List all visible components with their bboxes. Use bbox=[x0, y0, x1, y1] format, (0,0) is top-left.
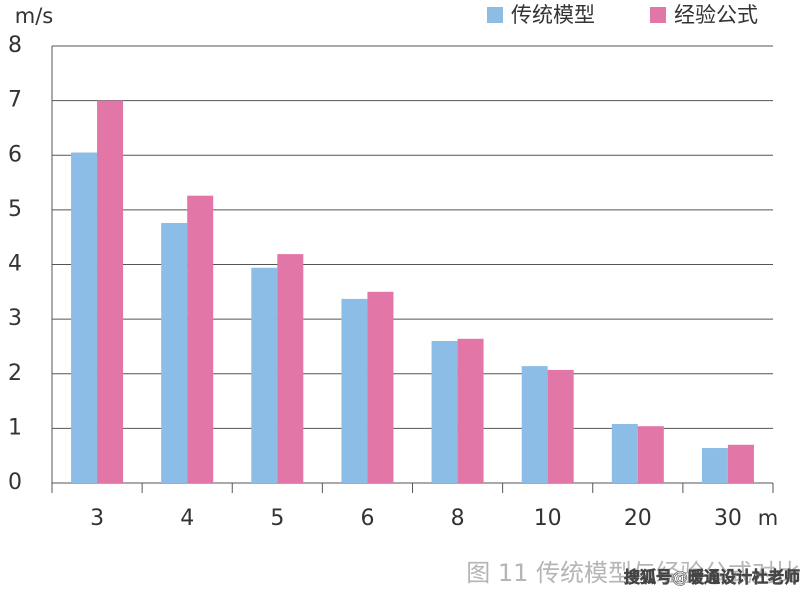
bar bbox=[187, 195, 214, 484]
watermark: 搜狐号@暖通设计杜老师 bbox=[624, 568, 800, 587]
y-axis-label: m/s bbox=[15, 4, 53, 28]
x-tick-label: 8 bbox=[451, 506, 465, 531]
bar bbox=[431, 340, 458, 483]
bar bbox=[611, 424, 638, 483]
caption: 图 11 传统模型与经验公式对比 bbox=[466, 559, 800, 587]
bar bbox=[457, 338, 484, 483]
x-tick-label: 5 bbox=[270, 506, 284, 531]
x-tick-label: 6 bbox=[360, 506, 374, 531]
y-tick-label: 1 bbox=[8, 415, 22, 440]
y-tick-label: 5 bbox=[8, 197, 22, 222]
bar bbox=[367, 291, 394, 483]
bar bbox=[341, 298, 368, 483]
legend-swatch bbox=[650, 7, 666, 23]
y-tick-label: 0 bbox=[8, 470, 22, 495]
y-tick-label: 3 bbox=[8, 306, 22, 331]
bar bbox=[727, 444, 754, 483]
legend-swatch bbox=[487, 7, 503, 23]
bar bbox=[701, 448, 728, 483]
legend-label: 经验公式 bbox=[674, 3, 758, 27]
y-tick-label: 8 bbox=[8, 33, 22, 58]
x-axis-label: m bbox=[758, 506, 778, 530]
y-tick-label: 7 bbox=[8, 88, 22, 113]
legend-label: 传统模型 bbox=[511, 3, 595, 27]
x-tick-label: 4 bbox=[180, 506, 194, 531]
y-tick-label: 6 bbox=[8, 142, 22, 167]
bar bbox=[637, 426, 664, 483]
x-tick-label: 30 bbox=[714, 506, 742, 531]
bar bbox=[277, 254, 304, 483]
bar bbox=[521, 366, 548, 483]
x-tick-label: 10 bbox=[534, 506, 562, 531]
y-tick-label: 2 bbox=[8, 361, 22, 386]
bar bbox=[71, 152, 98, 484]
x-tick-label: 3 bbox=[90, 506, 104, 531]
bar bbox=[251, 267, 278, 483]
y-tick-label: 4 bbox=[8, 252, 22, 277]
x-tick-label: 20 bbox=[624, 506, 652, 531]
bar bbox=[97, 100, 124, 483]
bar bbox=[161, 222, 188, 484]
bar bbox=[547, 369, 574, 483]
